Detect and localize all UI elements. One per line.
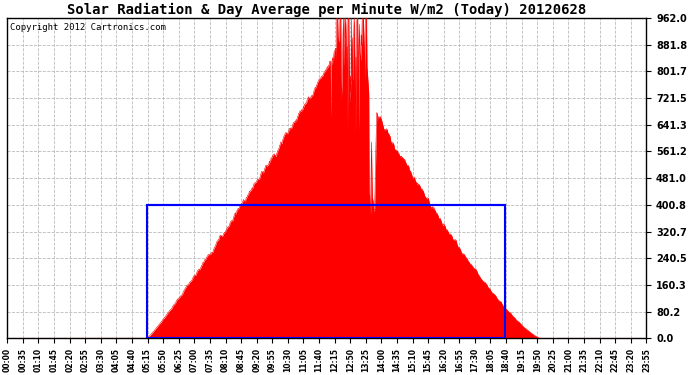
Bar — [147, 205, 504, 338]
Title: Solar Radiation & Day Average per Minute W/m2 (Today) 20120628: Solar Radiation & Day Average per Minute… — [67, 3, 586, 17]
Text: Copyright 2012 Cartronics.com: Copyright 2012 Cartronics.com — [10, 23, 166, 32]
